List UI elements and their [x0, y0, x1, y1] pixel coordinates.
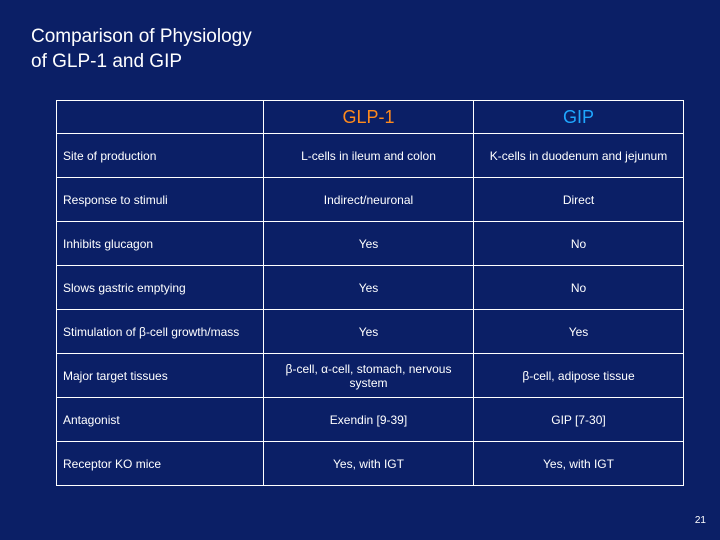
glp1-cell: Yes — [263, 309, 474, 354]
row-label: Inhibits glucagon — [56, 221, 264, 266]
slide-title-line-1: Comparison of Physiology — [31, 26, 252, 47]
gip-cell: Yes — [473, 309, 684, 354]
slide-title-line-2: of GLP-1 and GIP — [31, 51, 183, 72]
table-row: Receptor KO mice Yes, with IGT Yes, with… — [56, 441, 684, 486]
gip-cell: Yes, with IGT — [473, 441, 684, 486]
table-row: Slows gastric emptying Yes No — [56, 265, 684, 310]
row-label: Major target tissues — [56, 353, 264, 398]
row-label: Response to stimuli — [56, 177, 264, 222]
table-header-row: GLP-1 GIP — [56, 100, 684, 134]
comparison-table: GLP-1 GIP Site of production L-cells in … — [56, 100, 684, 486]
slide-title: Comparison of Physiology of GLP-1 and GI… — [31, 24, 252, 74]
row-label: Receptor KO mice — [56, 441, 264, 486]
table-row: Major target tissues β-cell, α-cell, sto… — [56, 353, 684, 398]
row-label: Antagonist — [56, 397, 264, 442]
glp1-cell: Exendin [9-39] — [263, 397, 474, 442]
table-row: Stimulation of β-cell growth/mass Yes Ye… — [56, 309, 684, 354]
table-row: Antagonist Exendin [9-39] GIP [7-30] — [56, 397, 684, 442]
gip-cell: No — [473, 265, 684, 310]
gip-cell: K-cells in duodenum and jejunum — [473, 133, 684, 178]
glp1-cell: Yes — [263, 265, 474, 310]
glp1-cell: Yes — [263, 221, 474, 266]
glp1-cell: Indirect/neuronal — [263, 177, 474, 222]
glp1-cell: Yes, with IGT — [263, 441, 474, 486]
header-glp1: GLP-1 — [263, 100, 474, 134]
row-label: Stimulation of β-cell growth/mass — [56, 309, 264, 354]
row-label: Slows gastric emptying — [56, 265, 264, 310]
gip-cell: No — [473, 221, 684, 266]
table-row: Response to stimuli Indirect/neuronal Di… — [56, 177, 684, 222]
gip-cell: GIP [7-30] — [473, 397, 684, 442]
glp1-cell: L-cells in ileum and colon — [263, 133, 474, 178]
page-number: 21 — [694, 515, 706, 526]
gip-cell: β-cell, adipose tissue — [473, 353, 684, 398]
row-label: Site of production — [56, 133, 264, 178]
table-row: Inhibits glucagon Yes No — [56, 221, 684, 266]
table-body: Site of production L-cells in ileum and … — [56, 133, 684, 486]
header-empty — [56, 100, 264, 134]
gip-cell: Direct — [473, 177, 684, 222]
glp1-cell: β-cell, α-cell, stomach, nervous system — [263, 353, 474, 398]
header-gip: GIP — [473, 100, 684, 134]
table-row: Site of production L-cells in ileum and … — [56, 133, 684, 178]
